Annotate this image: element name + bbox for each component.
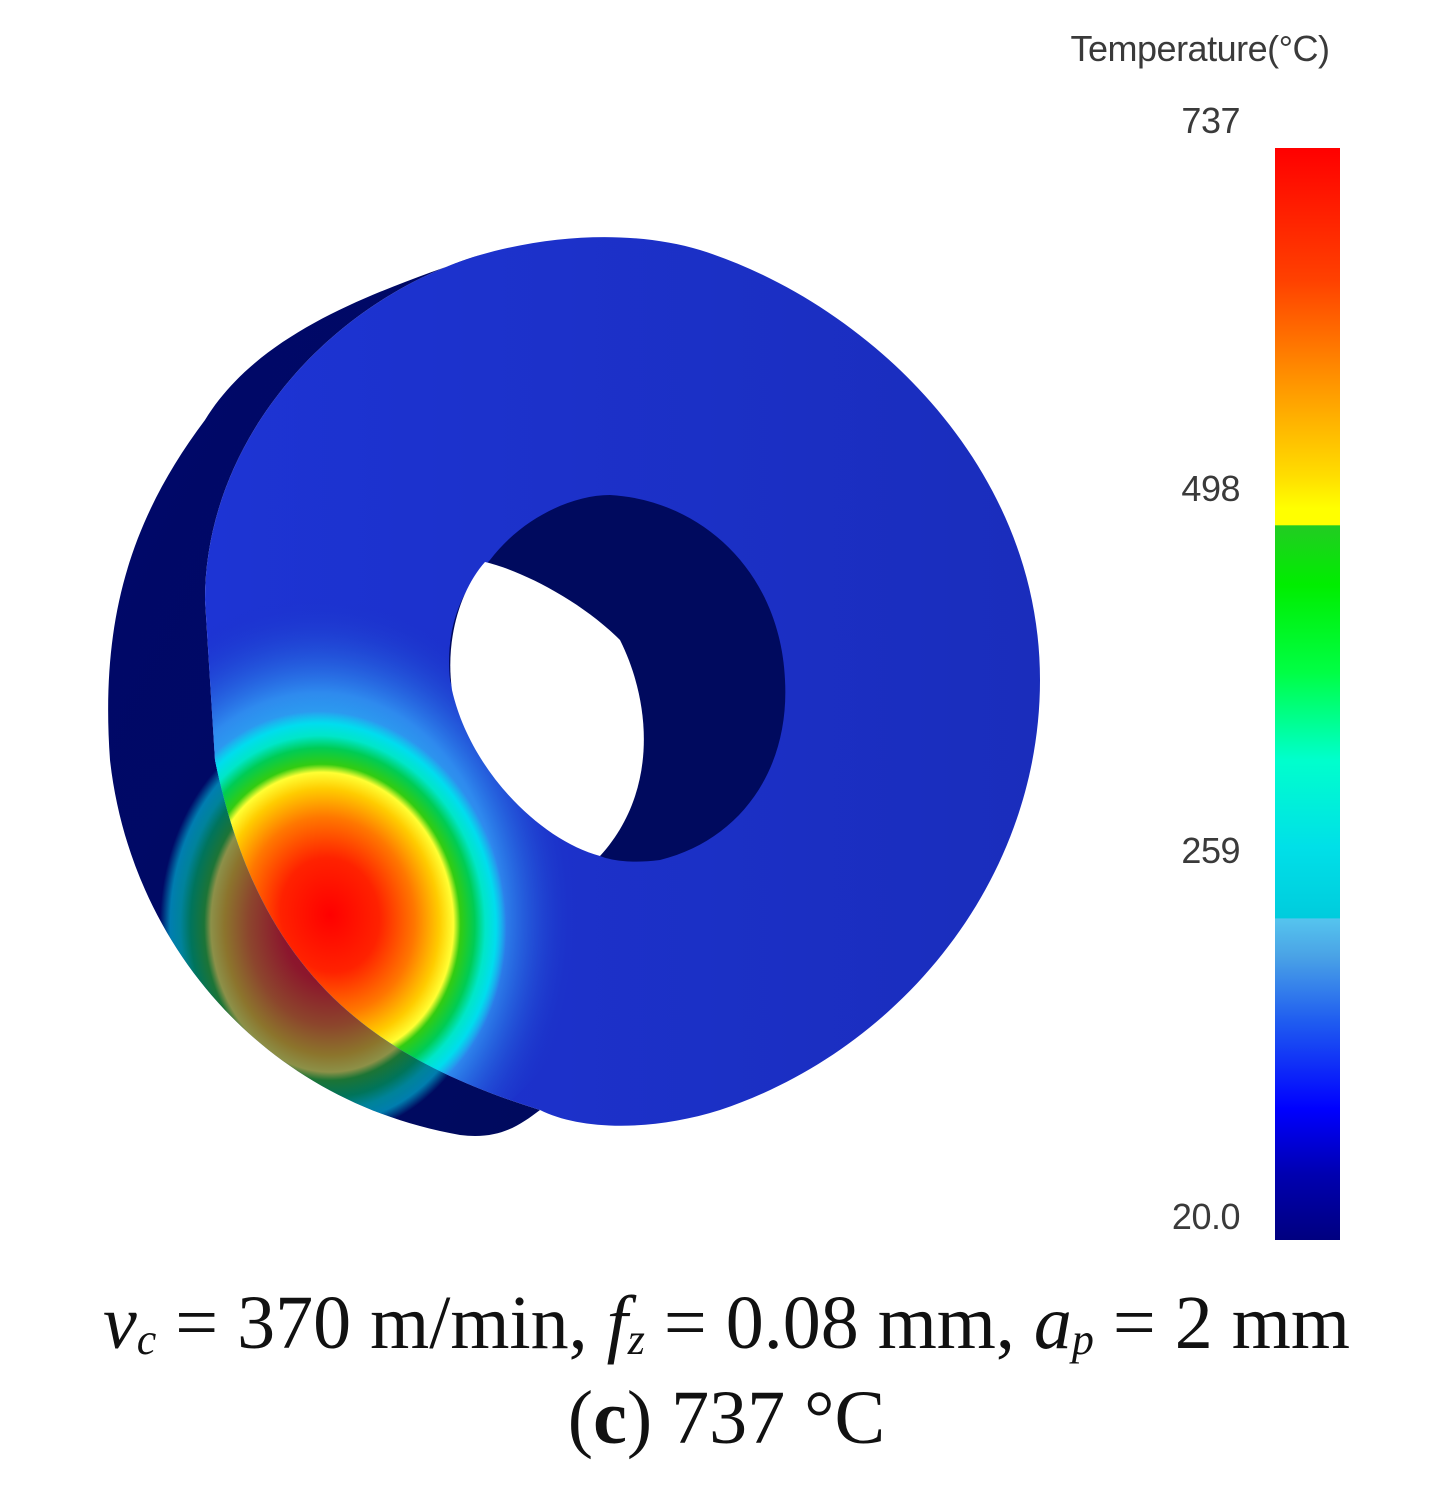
- legend-tick-min: 20.0: [1171, 1196, 1241, 1237]
- legend-tick-max: 737: [1181, 100, 1240, 141]
- caption-parameters: vc = 370 m/min, fz = 0.08 mm, ap = 2 mm: [0, 1280, 1453, 1367]
- panel-letter: c: [593, 1376, 627, 1460]
- legend-title: Temperature(°C): [1070, 28, 1330, 69]
- caption-panel-label: (c) 737 °C: [0, 1375, 1453, 1462]
- bore-hole: [450, 562, 644, 856]
- cutting-speed-value: = 370 m/min,: [156, 1281, 607, 1365]
- cutting-speed-symbol: v: [102, 1281, 137, 1365]
- feed-symbol: f: [606, 1281, 628, 1365]
- depth-symbol: a: [1033, 1281, 1072, 1365]
- panel-close-paren: ): [626, 1376, 653, 1460]
- colorbar: [1275, 148, 1340, 1240]
- cutting-speed-subscript: c: [136, 1315, 157, 1364]
- depth-value: = 2 mm: [1093, 1281, 1351, 1365]
- panel-temperature: 737 °C: [652, 1376, 886, 1460]
- feed-subscript: z: [627, 1315, 645, 1364]
- panel-open-paren: (: [567, 1376, 594, 1460]
- feed-value: = 0.08 mm,: [644, 1281, 1034, 1365]
- legend-tick-3: 259: [1181, 830, 1240, 871]
- legend-tick-2: 498: [1181, 468, 1240, 509]
- depth-subscript: p: [1071, 1315, 1094, 1364]
